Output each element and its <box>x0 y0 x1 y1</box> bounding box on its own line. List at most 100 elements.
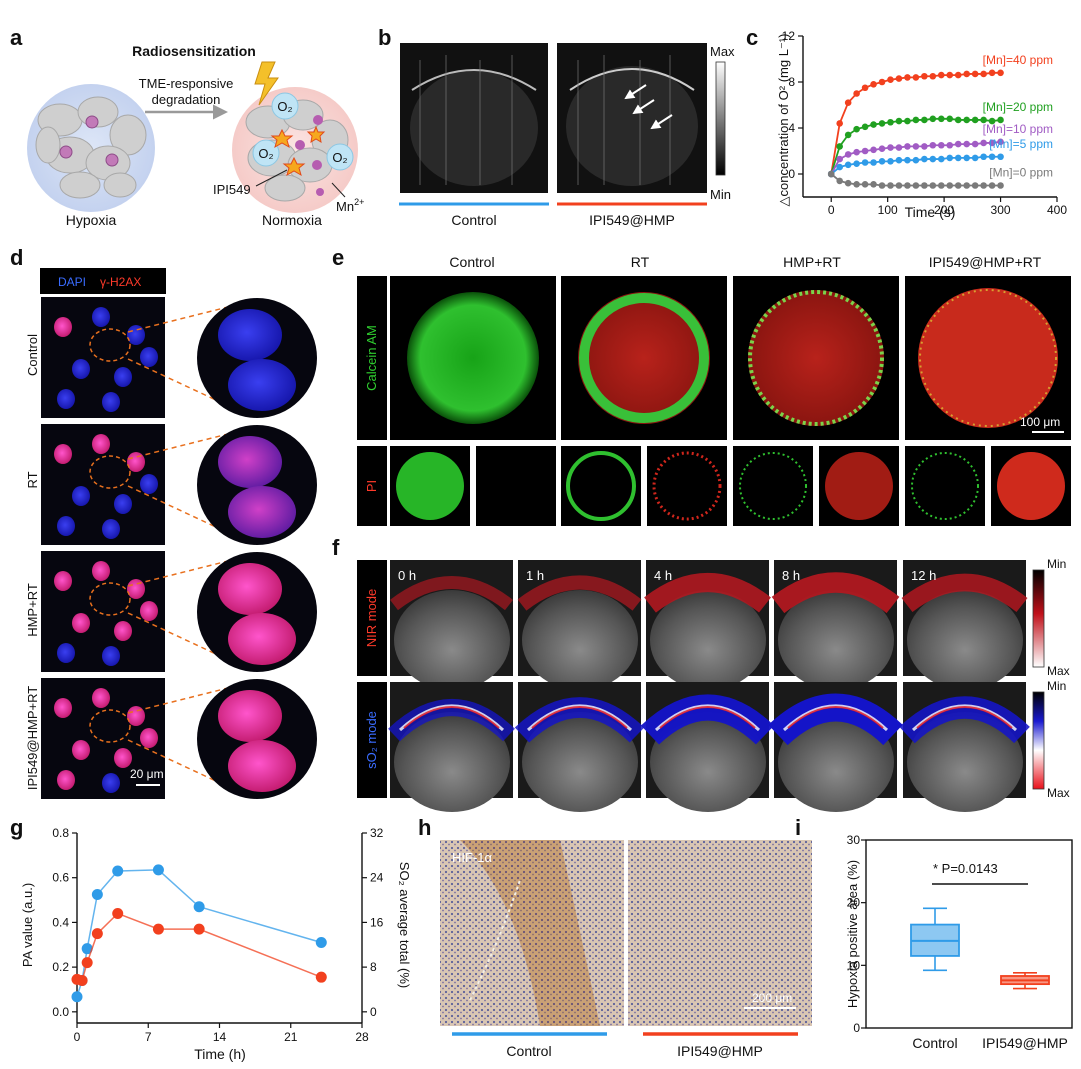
d-nucleus <box>140 474 158 494</box>
mn-label: Mn2+ <box>336 197 364 214</box>
d-nucleus <box>140 728 158 748</box>
c-point <box>971 140 979 148</box>
d-zoom-nucleus <box>218 309 282 361</box>
d-roi-circle <box>89 328 131 362</box>
e-small-green <box>911 452 979 520</box>
c-point <box>988 182 996 189</box>
e-small-green <box>396 452 464 520</box>
e-spheroid <box>578 292 710 424</box>
e-spheroid-ring <box>919 289 1057 427</box>
i-cat-ipi549: IPI549@HMP <box>982 1035 1068 1051</box>
c-point <box>887 144 894 151</box>
c-point <box>836 177 843 185</box>
o2-label-2: O₂ <box>258 146 273 161</box>
c-point <box>870 81 877 88</box>
f-so2-tissue <box>522 712 638 812</box>
g-y-label: PA value (a.u.) <box>20 883 35 967</box>
g-x-tick-label: 28 <box>355 1030 369 1044</box>
d-nucleus <box>54 317 72 337</box>
c-point <box>988 153 996 161</box>
g-point <box>76 975 88 987</box>
g-point <box>81 943 93 955</box>
panel-letter-b: b <box>378 25 391 50</box>
c-y-label: △concentration of O² (mg L⁻¹) <box>776 34 791 207</box>
c-point <box>853 181 860 188</box>
g-y2-tick-label: 24 <box>370 871 384 885</box>
c-point <box>895 182 903 189</box>
h-caption-control: Control <box>506 1043 551 1059</box>
c-point <box>870 121 877 128</box>
c-point <box>946 154 954 162</box>
i-annotation: * P=0.0143 <box>933 861 998 876</box>
c-point <box>971 116 979 124</box>
e-col-control: Control <box>449 254 494 270</box>
c-point <box>946 115 954 123</box>
c-point <box>997 138 1004 146</box>
c-point <box>980 70 987 78</box>
panel-letter-i: i <box>795 815 801 840</box>
i-y-tick-label: 30 <box>847 833 861 847</box>
f-so2-scale-max: Max <box>1047 786 1070 800</box>
panel-b-ultrasound: Max Min Control IPI549@HMP <box>399 43 735 228</box>
c-point <box>844 179 852 187</box>
arrow-label-1: TME-responsive <box>139 76 234 91</box>
f-row-label-box-2 <box>357 682 387 798</box>
c-x-tick-label: 0 <box>828 203 835 217</box>
b-scale-min: Min <box>710 187 731 202</box>
c-point <box>895 144 903 151</box>
c-series-label-4: [Mn]=0 ppm <box>989 166 1053 180</box>
i-y-tick-label: 10 <box>847 958 861 972</box>
e-spheroid <box>748 290 884 426</box>
c-point <box>904 156 911 164</box>
f-nir-signal <box>901 573 1028 613</box>
c-point <box>954 140 962 148</box>
f-so2-rim-red <box>531 706 628 729</box>
c-point <box>954 71 962 79</box>
d-nucleus <box>92 434 110 454</box>
d-nucleus <box>72 613 90 633</box>
b-caption-ipi549: IPI549@HMP <box>589 212 675 228</box>
c-point <box>887 118 894 126</box>
c-y-tick-label: 0 <box>788 167 795 181</box>
c-point <box>980 139 987 147</box>
f-nir-signal <box>390 576 513 611</box>
h-image-ipi549 <box>628 840 812 1026</box>
d-zoom-nucleus <box>228 359 296 411</box>
c-point <box>921 155 928 163</box>
c-point <box>878 120 886 127</box>
e-row-label-box-1 <box>357 276 387 440</box>
c-series-label-3: [Mn]=5 ppm <box>989 137 1053 151</box>
f-nir-scale-max: Max <box>1047 664 1070 678</box>
d-roi-circle <box>89 709 131 743</box>
d-nucleus <box>57 516 75 536</box>
c-point <box>937 71 945 79</box>
c-point <box>921 143 928 150</box>
c-point <box>997 116 1004 124</box>
f-so2-rim-red <box>403 706 500 729</box>
i-y-tick-label: 0 <box>853 1021 860 1035</box>
f-nir-tissue <box>394 590 510 690</box>
c-point <box>997 69 1004 77</box>
b-scale-max: Max <box>710 44 735 59</box>
e-small-image-red-1 <box>647 446 727 526</box>
g-y-tick-label: 0.0 <box>52 1005 69 1019</box>
f-so2-rim-red <box>659 706 756 729</box>
c-series <box>827 69 1004 189</box>
c-point <box>954 154 962 162</box>
c-point <box>836 155 843 163</box>
c-point <box>887 76 894 83</box>
d-zoom-nucleus <box>228 613 296 665</box>
f-nir-tissue <box>778 590 894 690</box>
e-spheroid-ring <box>748 290 884 426</box>
c-point <box>946 141 954 149</box>
d-nucleus <box>57 770 75 790</box>
f-pa-images: 0 h 1 h 4 h 8 h 12 h <box>388 560 1030 812</box>
panel-letter-h: h <box>418 815 431 840</box>
drug-star-icons <box>270 125 326 177</box>
f-so2-tissue <box>907 712 1023 812</box>
h-stain-label: HIF-1α <box>452 850 493 865</box>
c-point <box>861 181 869 188</box>
d-legend-h2ax: γ-H2AX <box>100 275 141 289</box>
g-point <box>112 907 124 919</box>
c-point <box>929 155 937 163</box>
